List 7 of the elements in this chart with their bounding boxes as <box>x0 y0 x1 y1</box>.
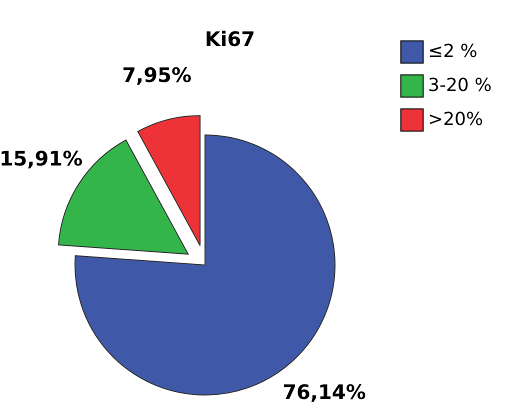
legend-label: 3-20 % <box>428 75 492 96</box>
data-label: 15,91% <box>0 146 83 171</box>
legend-label: >20% <box>428 109 484 130</box>
data-label: 76,14% <box>282 380 366 404</box>
chart-title: Ki67 <box>204 27 256 51</box>
legend-label: ≤2 % <box>428 41 478 62</box>
data-label: 7,95% <box>122 63 192 88</box>
